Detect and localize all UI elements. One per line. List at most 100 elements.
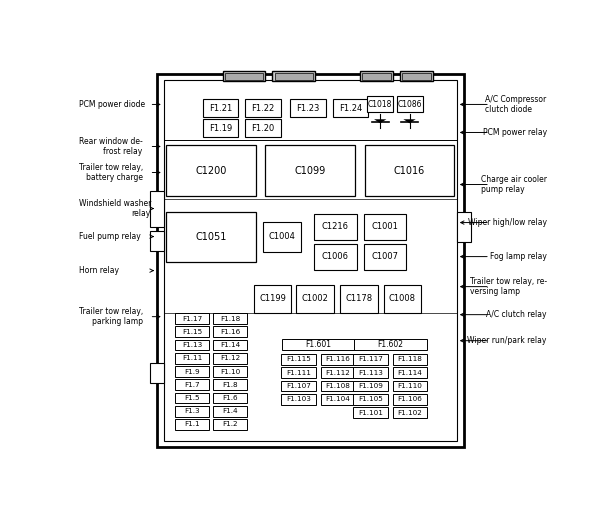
Bar <box>362 73 391 80</box>
Text: PCM power diode: PCM power diode <box>79 100 145 109</box>
Bar <box>393 367 427 378</box>
Bar <box>175 393 209 404</box>
Bar <box>175 419 209 430</box>
Bar <box>213 340 247 350</box>
Text: Charge air cooler
pump relay: Charge air cooler pump relay <box>481 175 547 194</box>
Bar <box>321 394 356 405</box>
Bar <box>166 212 256 262</box>
Text: F1.115: F1.115 <box>286 357 311 362</box>
Text: F1.601: F1.601 <box>305 340 331 349</box>
Text: F1.102: F1.102 <box>398 410 423 416</box>
Text: Trailer tow relay, re-
versing lamp: Trailer tow relay, re- versing lamp <box>470 277 547 296</box>
Text: C1016: C1016 <box>394 165 425 176</box>
Text: F1.23: F1.23 <box>296 104 320 113</box>
Text: C1018: C1018 <box>368 100 392 109</box>
Text: F1.105: F1.105 <box>358 396 382 402</box>
Text: Horn relay: Horn relay <box>79 266 118 275</box>
Bar <box>175 353 209 363</box>
Bar <box>396 96 423 112</box>
Bar <box>281 354 316 365</box>
Text: F1.17: F1.17 <box>182 316 202 322</box>
Bar <box>393 381 427 392</box>
Bar <box>402 73 431 80</box>
Bar <box>314 243 357 269</box>
Polygon shape <box>403 119 415 123</box>
Bar <box>364 243 406 269</box>
Text: F1.7: F1.7 <box>184 382 200 388</box>
Bar <box>393 394 427 405</box>
Text: F1.18: F1.18 <box>220 316 240 322</box>
Bar <box>364 214 406 240</box>
Bar <box>213 313 247 324</box>
Text: C1099: C1099 <box>295 165 326 176</box>
Bar <box>296 284 334 313</box>
Bar <box>281 394 316 405</box>
Text: F1.13: F1.13 <box>182 342 202 348</box>
Bar <box>149 363 163 383</box>
Text: C1178: C1178 <box>345 294 373 303</box>
Text: C1004: C1004 <box>268 232 295 241</box>
Bar <box>213 393 247 404</box>
Text: F1.15: F1.15 <box>182 329 202 335</box>
Text: Wiper run/park relay: Wiper run/park relay <box>467 336 547 345</box>
Bar <box>245 120 281 137</box>
Bar <box>223 71 265 82</box>
Text: F1.4: F1.4 <box>222 408 238 414</box>
Text: F1.114: F1.114 <box>398 370 423 376</box>
Bar <box>360 71 393 82</box>
Text: F1.3: F1.3 <box>184 408 200 414</box>
Text: F1.107: F1.107 <box>286 383 311 389</box>
Text: F1.101: F1.101 <box>358 410 382 416</box>
Bar <box>457 212 471 242</box>
Text: C1001: C1001 <box>371 222 398 231</box>
Bar <box>213 379 247 390</box>
Text: F1.10: F1.10 <box>220 369 240 374</box>
Text: F1.602: F1.602 <box>377 340 403 349</box>
Text: C1007: C1007 <box>371 252 398 261</box>
Bar <box>353 407 387 418</box>
Bar <box>213 406 247 417</box>
Bar <box>225 73 263 80</box>
Bar <box>340 284 378 313</box>
Text: Windshield washer
relay: Windshield washer relay <box>79 199 151 218</box>
Bar <box>282 339 355 350</box>
Text: F1.8: F1.8 <box>222 382 238 388</box>
Bar <box>400 71 433 82</box>
Text: F1.11: F1.11 <box>182 355 202 361</box>
Bar <box>353 381 387 392</box>
Text: C1200: C1200 <box>195 165 227 176</box>
Bar <box>157 74 464 447</box>
Bar <box>290 99 326 118</box>
Bar <box>273 71 315 82</box>
Text: F1.116: F1.116 <box>326 357 351 362</box>
Bar <box>365 146 454 196</box>
Bar <box>354 339 427 350</box>
Text: F1.103: F1.103 <box>286 396 311 402</box>
Bar <box>353 367 387 378</box>
Text: Fog lamp relay: Fog lamp relay <box>490 252 547 261</box>
Bar <box>353 394 387 405</box>
Text: Rear window de-
frost relay: Rear window de- frost relay <box>79 137 142 156</box>
Bar <box>332 99 368 118</box>
Text: F1.9: F1.9 <box>184 369 200 374</box>
Text: PCM power relay: PCM power relay <box>483 128 547 137</box>
Bar <box>166 146 256 196</box>
Text: F1.5: F1.5 <box>184 395 200 401</box>
Bar <box>384 284 422 313</box>
Bar <box>274 73 312 80</box>
Text: C1086: C1086 <box>397 100 422 109</box>
Bar <box>203 120 238 137</box>
Bar <box>281 367 316 378</box>
Text: C1199: C1199 <box>259 294 286 303</box>
Text: F1.1: F1.1 <box>184 421 200 427</box>
Bar <box>175 313 209 324</box>
Text: F1.16: F1.16 <box>220 329 240 335</box>
Bar <box>163 81 457 441</box>
Text: F1.109: F1.109 <box>358 383 382 389</box>
Bar <box>314 214 357 240</box>
Text: C1008: C1008 <box>389 294 416 303</box>
Text: C1216: C1216 <box>322 222 349 231</box>
Bar <box>213 419 247 430</box>
Text: F1.6: F1.6 <box>222 395 238 401</box>
Text: Fuel pump relay: Fuel pump relay <box>79 232 140 241</box>
